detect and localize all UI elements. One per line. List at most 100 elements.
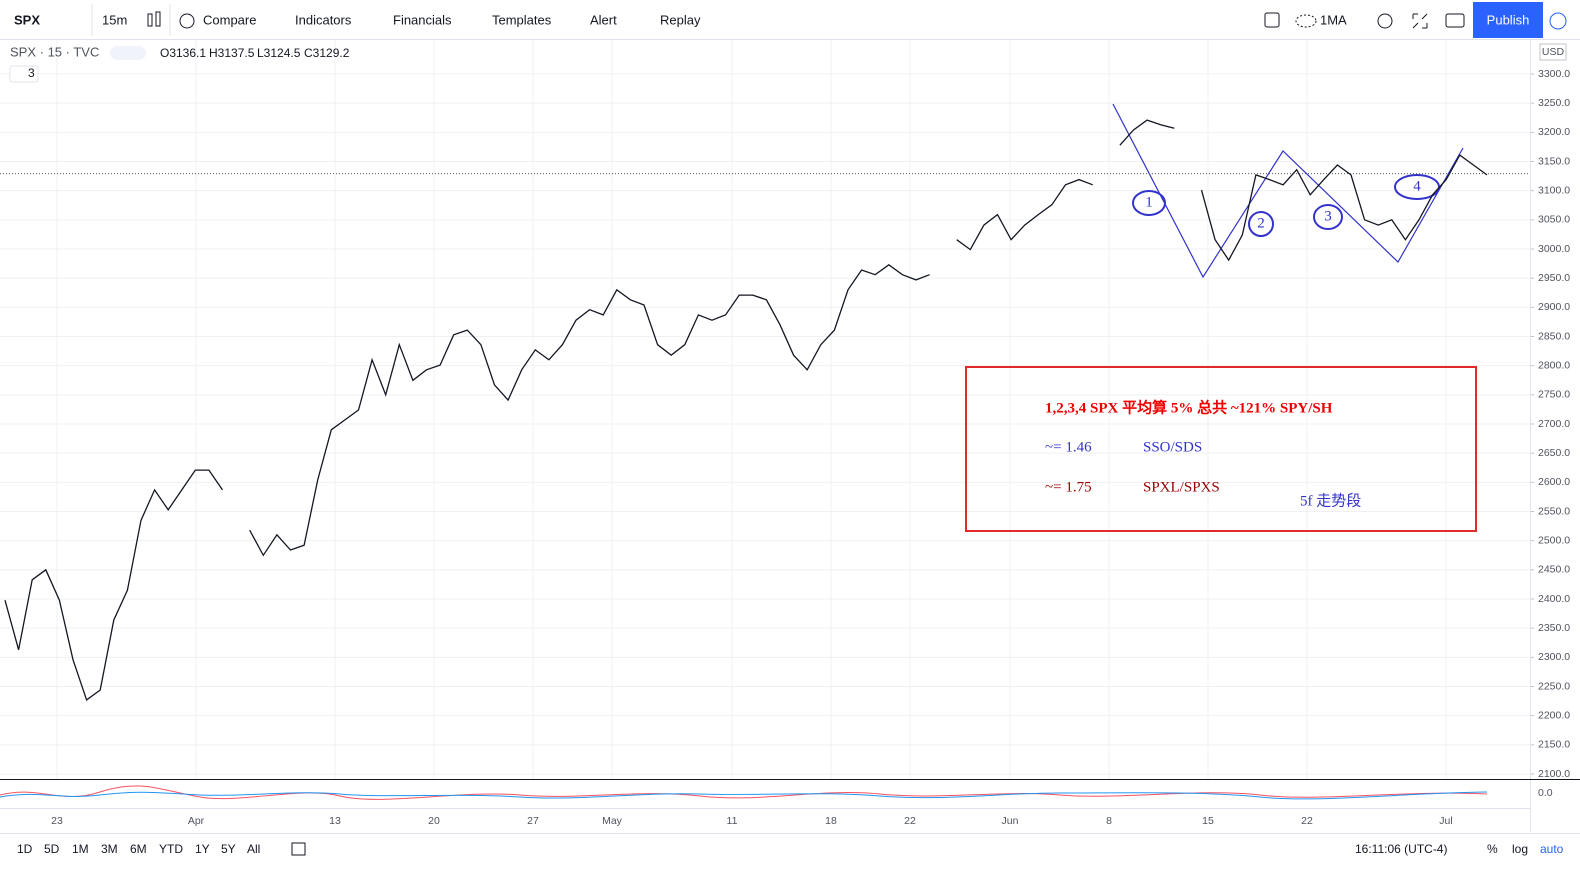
note-line: 1,2,3,4 SPX 平均算 5% 总共 ~121% SPY/SH	[1045, 398, 1333, 416]
currency-box[interactable]	[1539, 43, 1567, 61]
x-tick-label: 11	[727, 815, 738, 827]
wave-circle	[1313, 204, 1343, 230]
y-tick-label: 2900.0	[1538, 301, 1570, 313]
y-tick-label: 2250.0	[1538, 680, 1570, 692]
publish-button[interactable]	[1473, 2, 1543, 38]
toolbar-button[interactable]: Financials	[393, 12, 452, 27]
y-tick-label: 2400.0	[1538, 593, 1570, 605]
annotation-box	[965, 366, 1477, 532]
range-button[interactable]: YTD	[159, 842, 183, 856]
wave-label: 4	[1413, 178, 1421, 194]
fullscreen-icon[interactable]	[1412, 13, 1428, 29]
y-tick-label: 2950.0	[1538, 272, 1570, 284]
symbol[interactable]: SPX	[14, 12, 40, 27]
y-tick-label: 3000.0	[1538, 243, 1570, 255]
legend-low: L3124.5	[257, 46, 301, 60]
y-tick-label: 2650.0	[1538, 447, 1570, 459]
toolbar-button[interactable]: Replay	[660, 12, 701, 27]
wave-lines	[1112, 103, 1464, 279]
replay-play[interactable]	[1549, 12, 1567, 30]
y-tick-label: 2100.0	[1538, 768, 1570, 780]
x-tick-label: 27	[527, 815, 539, 827]
settings-icon[interactable]	[1377, 13, 1393, 29]
range-button[interactable]: 6M	[130, 842, 147, 856]
currency: USD	[1542, 46, 1565, 58]
clock: 16:11:06 (UTC-4)	[1355, 842, 1447, 856]
y-tick-label: 3250.0	[1538, 97, 1570, 109]
snapshot-icon[interactable]	[1445, 13, 1465, 28]
wave-label: 3	[1324, 208, 1332, 224]
range-button[interactable]: All	[247, 842, 260, 856]
x-tick-label: 22	[1301, 815, 1313, 827]
legend-title: SPX · 15 · TVC	[10, 44, 99, 59]
wave-circle	[1248, 211, 1274, 237]
legend-badge	[110, 46, 146, 60]
x-tick-label: 15	[1202, 815, 1214, 827]
candle-icon[interactable]	[147, 11, 161, 27]
goto-date-icon[interactable]	[291, 842, 306, 856]
y-tick-label: 2550.0	[1538, 505, 1570, 517]
legend-toggle[interactable]	[9, 65, 39, 83]
legend-high: H3137.5	[209, 46, 255, 60]
auto-toggle[interactable]: auto	[1540, 842, 1564, 856]
cloud-icon[interactable]	[1295, 14, 1317, 28]
x-tick-label: 23	[51, 815, 63, 827]
indicator-template[interactable]: 1MA	[1320, 12, 1347, 27]
y-tick-label: 2600.0	[1538, 476, 1570, 488]
y-tick-label: 2150.0	[1538, 739, 1570, 751]
indicator-signal	[0, 791, 1488, 800]
y-tick-label: 3150.0	[1538, 155, 1570, 167]
y-tick-label: 2450.0	[1538, 564, 1570, 576]
legend-count: 3	[28, 66, 35, 80]
interval[interactable]: 15m	[102, 12, 127, 27]
legend-open: O3136.1	[160, 46, 206, 60]
percent-toggle[interactable]: %	[1487, 842, 1498, 856]
compare-icon[interactable]	[179, 13, 195, 29]
y-tick-label: 2500.0	[1538, 534, 1570, 546]
note-ratio: ~= 1.46	[1045, 439, 1092, 455]
price-line	[4, 119, 1488, 701]
y-tick-label: 3200.0	[1538, 126, 1570, 138]
range-button[interactable]: 1Y	[195, 842, 210, 856]
x-tick-label: Apr	[188, 815, 205, 827]
range-button[interactable]: 1D	[17, 842, 33, 856]
wave-circle	[1132, 190, 1166, 216]
legend-close: C3129.2	[304, 46, 350, 60]
y-tick-label: 2700.0	[1538, 418, 1570, 430]
log-toggle[interactable]: log	[1512, 842, 1528, 856]
x-tick-label: 20	[428, 815, 440, 827]
toolbar-button[interactable]: Alert	[590, 12, 617, 27]
x-tick-label: Jun	[1002, 815, 1019, 827]
indicator-value: 0.0	[1538, 787, 1553, 799]
range-button[interactable]: 1M	[72, 842, 89, 856]
y-tick-label: 3300.0	[1538, 68, 1570, 80]
x-tick-label: 8	[1106, 815, 1112, 827]
range-button[interactable]: 3M	[101, 842, 118, 856]
y-tick-label: 2300.0	[1538, 651, 1570, 663]
wave-label: 1	[1145, 194, 1153, 210]
x-tick-label: Jul	[1439, 815, 1452, 827]
range-button[interactable]: 5D	[44, 842, 60, 856]
x-tick-label: 13	[329, 815, 341, 827]
publish-label: Publish	[1487, 12, 1530, 27]
layout-icon[interactable]	[1264, 12, 1280, 28]
y-tick-label: 2750.0	[1538, 389, 1570, 401]
x-tick-label: May	[602, 815, 623, 827]
y-tick-label: 2800.0	[1538, 359, 1570, 371]
range-button[interactable]: 5Y	[221, 842, 236, 856]
y-tick-label: 2850.0	[1538, 330, 1570, 342]
note-pair: SSO/SDS	[1143, 439, 1202, 455]
y-tick-label: 2350.0	[1538, 622, 1570, 634]
toolbar-button[interactable]: Indicators	[295, 12, 352, 27]
y-tick-label: 3100.0	[1538, 184, 1570, 196]
toolbar-button[interactable]: Templates	[492, 12, 552, 27]
toolbar-button[interactable]: Compare	[203, 12, 256, 27]
x-tick-label: 22	[904, 815, 916, 827]
top-toolbar	[0, 0, 1580, 40]
wave-label: 2	[1257, 215, 1265, 231]
x-tick-label: 18	[825, 815, 837, 827]
note-ratio: ~= 1.75	[1045, 479, 1092, 495]
y-tick-label: 2200.0	[1538, 709, 1570, 721]
